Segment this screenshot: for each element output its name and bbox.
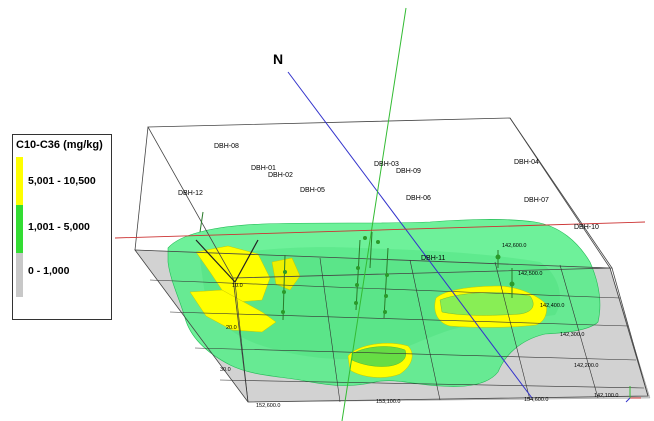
northing-label: 142,200.0	[574, 363, 598, 369]
north-axis	[287, 71, 533, 399]
vertical-axis	[341, 7, 407, 421]
borehole-label: DBH-09	[396, 168, 421, 175]
legend-label-mid: 1,001 - 5,000	[28, 221, 90, 233]
borehole-sticks	[199, 211, 513, 321]
plume-green-lens	[439, 292, 534, 316]
legend-swatch-high	[16, 157, 23, 205]
plume-yellow-3	[271, 257, 301, 291]
depth-label: 20.0	[226, 325, 237, 331]
axis-gizmo-icon	[625, 386, 641, 403]
easting-label: 153,100.0	[376, 399, 400, 405]
northing-label: 142,400.0	[540, 303, 564, 309]
east-axis	[114, 221, 646, 239]
borehole-label: DBH-05	[300, 187, 325, 194]
legend-label-high: 5,001 - 10,500	[28, 175, 96, 187]
legend-title: C10-C36 (mg/kg)	[16, 139, 103, 151]
borehole-label: DBH-08	[214, 143, 239, 150]
highlight-lines	[195, 239, 259, 283]
bounding-box	[134, 117, 649, 403]
borehole-label: DBH-11	[421, 255, 445, 262]
legend-label-low: 0 - 1,000	[28, 265, 70, 277]
borehole-label: DBH-01	[251, 165, 276, 172]
easting-label: 154,600.0	[524, 397, 548, 403]
north-label: N	[273, 51, 284, 67]
grid-lines	[149, 257, 645, 403]
legend-swatch-low	[16, 253, 23, 297]
borehole-label: DBH-06	[406, 195, 431, 202]
depth-label: 10.0	[232, 283, 243, 289]
northing-label: 142,300.0	[560, 332, 584, 338]
borehole-markers	[281, 236, 515, 314]
northing-label: 142,600.0	[502, 243, 526, 249]
legend: C10-C36 (mg/kg) 5,001 - 10,500 1,001 - 5…	[12, 134, 112, 320]
easting-label: 152,600.0	[256, 403, 280, 409]
borehole-label: DBH-12	[178, 190, 203, 197]
plume-green-lens-2	[351, 346, 406, 367]
borehole-label: DBH-10	[574, 224, 599, 231]
legend-swatch-mid	[16, 205, 23, 253]
northing-label: 142,100.0	[594, 393, 618, 399]
borehole-label: DBH-07	[524, 197, 549, 204]
northing-label: 142,500.0	[518, 271, 542, 277]
borehole-label: DBH-02	[268, 172, 293, 179]
depth-label: 30.0	[220, 367, 231, 373]
borehole-label: DBH-03	[374, 161, 399, 168]
plume-yellow-2	[189, 289, 277, 333]
borehole-label: DBH-04	[514, 159, 539, 166]
